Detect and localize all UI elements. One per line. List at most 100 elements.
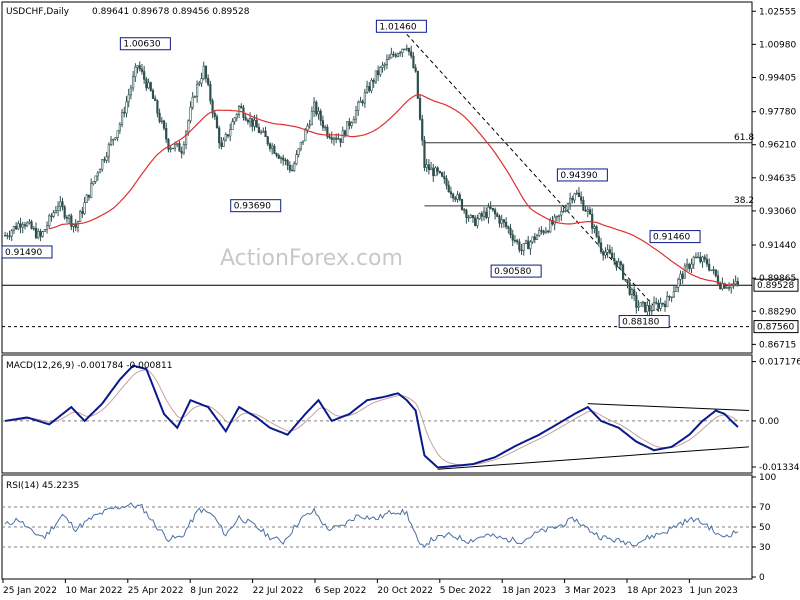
candle-body <box>465 209 468 218</box>
candle-body <box>103 159 106 161</box>
candle-body <box>447 184 450 193</box>
candle-body <box>542 230 545 234</box>
candle-body <box>438 171 442 173</box>
candle-body <box>518 241 521 251</box>
candle-body <box>284 159 287 162</box>
candle-body <box>516 240 519 243</box>
candle-body <box>61 201 64 208</box>
candle-body <box>533 236 536 240</box>
candle-body <box>562 210 565 213</box>
candle-body <box>449 191 453 195</box>
candle-body <box>498 216 501 224</box>
candle-body <box>279 157 283 160</box>
candle-body <box>732 283 735 285</box>
candle-body <box>54 210 57 214</box>
candle-body <box>118 124 121 131</box>
candle-body <box>507 226 510 229</box>
candle-body <box>443 176 446 179</box>
candle-body <box>74 224 77 228</box>
candle-body <box>619 261 622 266</box>
candle-body <box>52 212 55 217</box>
candle-body <box>248 118 252 123</box>
candle-body <box>544 230 547 234</box>
candle-body <box>725 287 728 289</box>
candle-body <box>657 302 660 309</box>
candle-body <box>538 230 541 236</box>
candle-body <box>253 119 256 127</box>
candle-body <box>196 83 199 97</box>
candle-body <box>505 221 508 227</box>
candle-body <box>381 65 384 68</box>
date-tick-label: 18 Jan 2023 <box>502 586 556 596</box>
candle-body <box>357 102 360 111</box>
candle-body <box>32 227 35 230</box>
candle-body <box>663 303 667 308</box>
candle-body <box>165 127 168 140</box>
candle-body <box>586 209 589 212</box>
macd-trendlines <box>437 403 749 470</box>
candle-body <box>683 265 686 279</box>
price-label-text: 0.93690 <box>234 202 271 212</box>
candle-body <box>173 144 177 149</box>
candle-body <box>79 211 82 222</box>
candle-body <box>96 172 99 177</box>
candle-body <box>496 213 499 217</box>
candle-body <box>105 156 108 161</box>
date-tick-label: 25 Apr 2022 <box>128 586 184 596</box>
candle-body <box>405 47 408 50</box>
candle-body <box>736 281 739 286</box>
candle-body <box>211 100 214 114</box>
candle-body <box>282 157 285 161</box>
rsi-tick-label: 30 <box>759 543 771 553</box>
date-tick-label: 5 Dec 2022 <box>440 586 492 596</box>
candle-body <box>114 137 117 140</box>
candle-body <box>469 215 472 218</box>
candle-body <box>688 263 691 269</box>
price-label-box <box>230 199 282 213</box>
candle-body <box>454 197 457 200</box>
candle-body <box>90 183 93 198</box>
candle-body <box>423 139 426 168</box>
price-labels: 0.91490 1.00630 0.93690 1.01460 0.90580 0.943… <box>1 19 701 329</box>
candle-body <box>226 134 230 137</box>
candle-body <box>21 224 24 228</box>
candle-body <box>198 82 201 85</box>
candle-body <box>251 118 254 127</box>
candle-body <box>237 106 241 115</box>
candle-body <box>421 118 424 141</box>
candle-body <box>43 229 46 232</box>
candle-body <box>304 129 307 142</box>
candle-body <box>39 230 42 237</box>
candle-body <box>328 136 331 138</box>
candle-body <box>299 141 302 150</box>
candle-body <box>566 203 570 211</box>
candle-body <box>123 111 126 114</box>
candle-body <box>68 215 71 219</box>
candles <box>4 44 739 317</box>
candle-body <box>710 269 713 271</box>
price-tick-label: 0.97780 <box>759 108 796 118</box>
candle-body <box>644 301 647 312</box>
candle-body <box>677 279 680 288</box>
date-tick-label: 10 Mar 2022 <box>65 586 122 596</box>
candle-body <box>87 194 91 198</box>
candle-body <box>478 213 481 220</box>
macd-main-line <box>4 364 739 469</box>
candle-body <box>734 281 737 285</box>
candle-body <box>410 51 413 57</box>
candle-body <box>319 110 322 121</box>
candle-body <box>694 256 698 259</box>
price-header-symbol: USDCHF,Daily <box>6 7 70 17</box>
candle-body <box>641 301 645 304</box>
candle-body <box>98 169 102 174</box>
candle-body <box>266 136 269 145</box>
candle-body <box>436 167 439 172</box>
candle-body <box>341 130 344 143</box>
candle-body <box>293 163 296 171</box>
date-tick-label: 8 Jun 2022 <box>190 586 238 596</box>
macd-tick-label: 0.017176 <box>759 358 800 368</box>
candle-body <box>555 215 558 218</box>
candle-body <box>134 66 137 77</box>
candle-body <box>255 119 258 128</box>
candle-body <box>712 269 715 271</box>
